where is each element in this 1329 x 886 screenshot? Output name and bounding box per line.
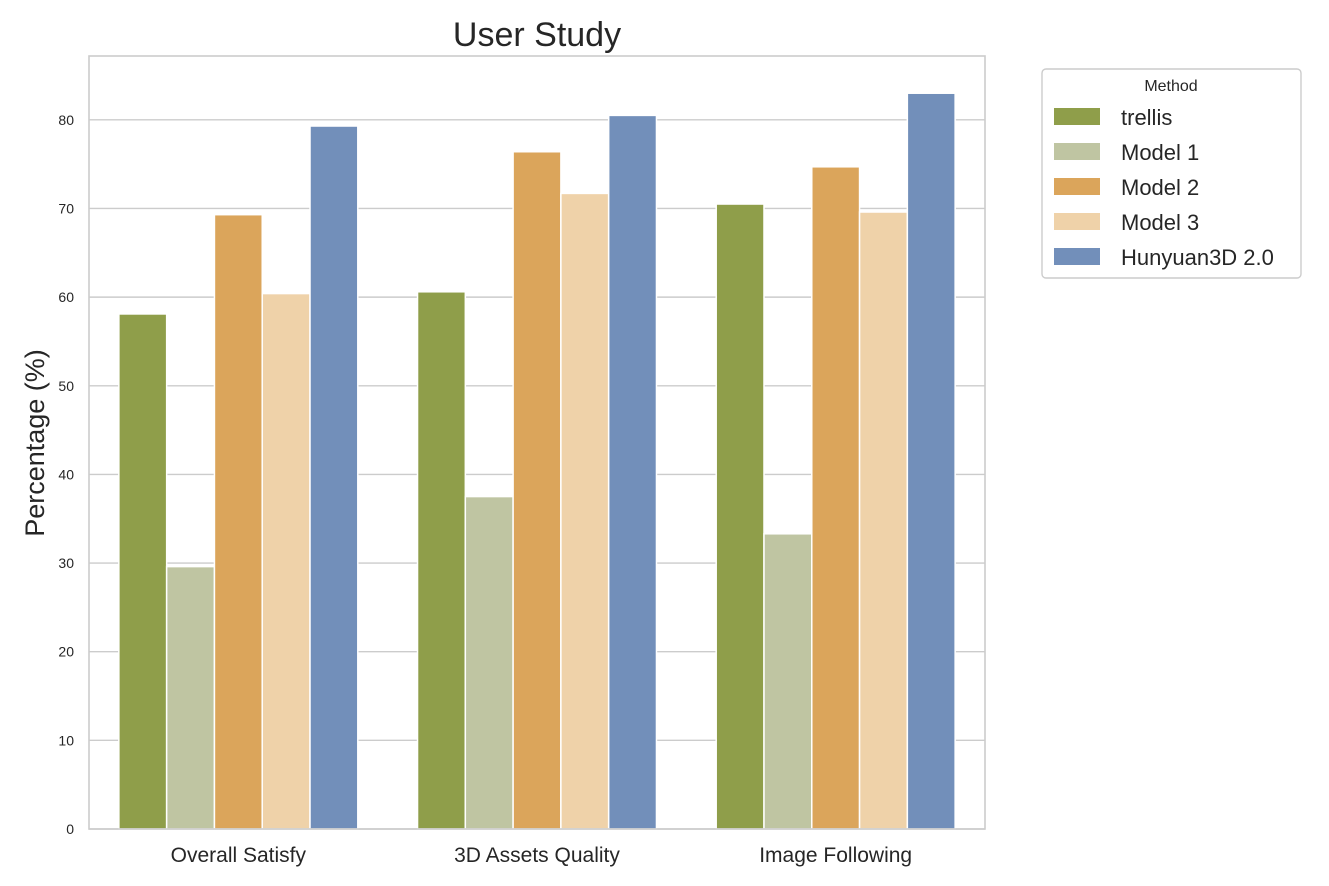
bar [607,114,658,830]
legend-frame [1041,68,1302,279]
bars [118,92,956,830]
bar [906,92,956,830]
y-tick-label: 80 [58,112,74,128]
bar [309,125,359,830]
bar [715,203,765,830]
plot-frame [88,55,986,830]
bar [763,533,813,830]
y-tick-label: 20 [58,644,74,660]
y-axis-label: Percentage (%) [20,349,50,537]
y-tick-label: 10 [58,732,74,748]
legend-swatch [1054,108,1100,125]
chart-title: User Study [453,16,621,54]
y-tick-label: 0 [66,821,74,837]
legend-label: Model 3 [1121,210,1199,235]
bar [858,211,909,830]
y-tick-label: 50 [58,378,74,394]
y-tick-label: 30 [58,555,74,571]
x-tick-label: Image Following [759,844,912,867]
y-tick-label: 70 [58,200,74,216]
legend-label: Model 2 [1121,175,1199,200]
legend-items: trellis Model 1 Model 2 Model 3 Hunyuan3D 2.… [1054,105,1274,270]
legend-swatch [1054,248,1100,265]
legend: Method trellis Model 1 Model 2 Model 3 Hunyu… [1041,68,1302,279]
y-tick-label: 40 [58,466,74,482]
bar [261,292,311,830]
bar [118,313,168,830]
bar [512,150,562,830]
x-axis-ticks: Overall Satisfy 3D Assets Quality Image Fo… [171,844,912,867]
bar [416,291,467,830]
y-tick-label: 60 [58,289,74,305]
legend-swatch [1054,213,1100,230]
bar [811,166,861,830]
legend-label: Hunyuan3D 2.0 [1121,245,1274,270]
y-axis-ticks: 0 10 20 30 40 50 60 70 80 [58,112,74,837]
x-tick-label: Overall Satisfy [171,844,307,867]
bar [213,213,263,830]
legend-swatch [1054,143,1100,160]
legend-title: Method [1144,78,1197,95]
bar [165,565,216,830]
legend-label: trellis [1121,105,1172,130]
legend-swatch [1054,178,1100,195]
legend-label: Model 1 [1121,140,1199,165]
bar [464,495,514,830]
x-tick-label: 3D Assets Quality [454,844,620,867]
bar [560,192,610,830]
